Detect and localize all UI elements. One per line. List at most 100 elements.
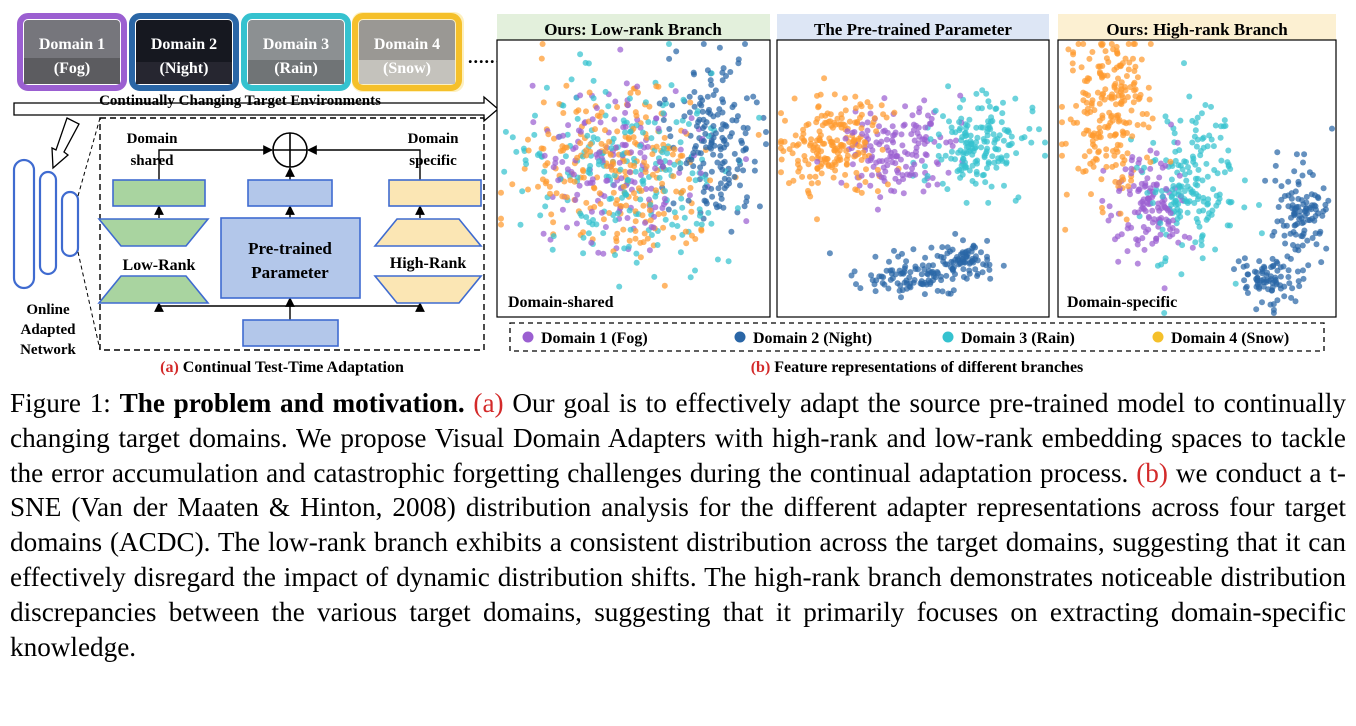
scatter-point [1285,203,1292,210]
scatter-point [617,166,624,173]
scatter-point [570,171,577,178]
scatter-point [947,248,953,255]
scatter-point [717,180,724,187]
scatter-point [648,135,655,142]
scatter-point [1158,261,1165,268]
scatter-point [1121,84,1128,90]
scatter-point [995,158,1002,165]
scatter-point [966,116,973,123]
scatter-point [915,140,922,147]
scatter-point [622,109,629,116]
scatter-point [1183,159,1189,165]
scatter-point [697,164,704,171]
scatter-point [782,117,788,124]
scatter-point [1128,165,1135,172]
scatter-point [639,212,646,219]
scatter-point [1106,203,1113,210]
scatter-point [712,130,719,137]
scatter-point [1175,183,1182,190]
scatter-point [608,195,615,202]
scatter-point [878,102,885,109]
scatter-point [1262,177,1269,184]
scatter-point [1059,119,1065,126]
scatter-point [814,158,821,165]
scatter-point [573,220,580,227]
scatter-point [1125,183,1132,190]
scatter-point [588,239,595,246]
scatter-point [677,146,684,153]
scatter-point [637,143,644,149]
tsne-plot-low-rank: Ours: Low-rank Branch Domain-shared [496,14,771,318]
scatter-point [1086,148,1093,155]
scatter-point [973,139,980,146]
scatter-point [1089,49,1096,55]
scatter-point [743,95,750,102]
scatter-point [1153,181,1160,188]
scatter-point [1149,207,1156,214]
scatter-point [1120,129,1127,136]
legend-marker [734,331,746,343]
scatter-point [1081,108,1088,115]
scatter-point [1124,94,1131,100]
scatter-point [591,185,598,192]
scatter-point [666,126,673,132]
scatter-point [1240,263,1247,270]
scatter-point [577,210,584,217]
panel-a-caption: (a) Continual Test-Time Adaptation [160,359,404,376]
scatter-point [992,106,999,112]
scatter-point [646,196,652,203]
scatter-point [1305,262,1312,269]
scatter-point [873,277,880,284]
scatter-point [560,147,566,154]
legend-item-fog: Domain 1 (Fog) [522,330,648,347]
scatter-point [834,115,841,122]
scatter-point [600,216,607,223]
scatter-point [660,210,667,217]
high-rank-down-projection [373,218,483,247]
scatter-point [1088,191,1094,198]
pretrained-parameter-block [220,217,361,299]
scatter-point [656,158,663,165]
scatter-point [1136,156,1143,163]
scatter-point [956,104,963,111]
scatter-point [1189,153,1196,160]
low-rank-up-projection [97,218,210,247]
scatter-point [639,129,646,136]
scatter-point [555,177,562,184]
scatter-point [742,146,749,153]
scatter-point [753,99,760,106]
scatter-point [1101,96,1108,103]
scatter-point [980,261,987,268]
scatter-point [602,127,608,134]
scatter-point [872,253,879,260]
scatter-point [966,167,973,174]
scatter-point [559,159,566,165]
domain-shared-line1: Domain [127,131,178,147]
scatter-point [1213,192,1220,199]
scatter-point [602,143,609,150]
caption-title: The problem and motivation. [119,388,465,418]
scatter-point [525,186,531,193]
scatter-point [623,202,630,209]
scatter-point [1213,202,1220,209]
scatter-point [725,170,732,177]
scatter-point [719,77,726,84]
scatter-point [852,93,859,100]
scatter-point [891,247,897,254]
scatter-point [1181,233,1188,240]
sum-node-icon [272,132,308,168]
scatter-point [574,191,581,198]
scatter-point [1277,285,1284,292]
scatter-point [1090,163,1097,170]
scatter-point [702,184,709,191]
scatter-point [1195,193,1202,200]
scatter-point [1241,204,1248,211]
scatter-point [1018,135,1025,142]
scatter-point [666,55,673,62]
scatter-point [1013,150,1020,157]
scatter-point [660,110,667,117]
scatter-point [805,161,812,168]
scatter-point [707,110,714,117]
scatter-point [550,164,557,171]
scatter-point [661,282,668,289]
